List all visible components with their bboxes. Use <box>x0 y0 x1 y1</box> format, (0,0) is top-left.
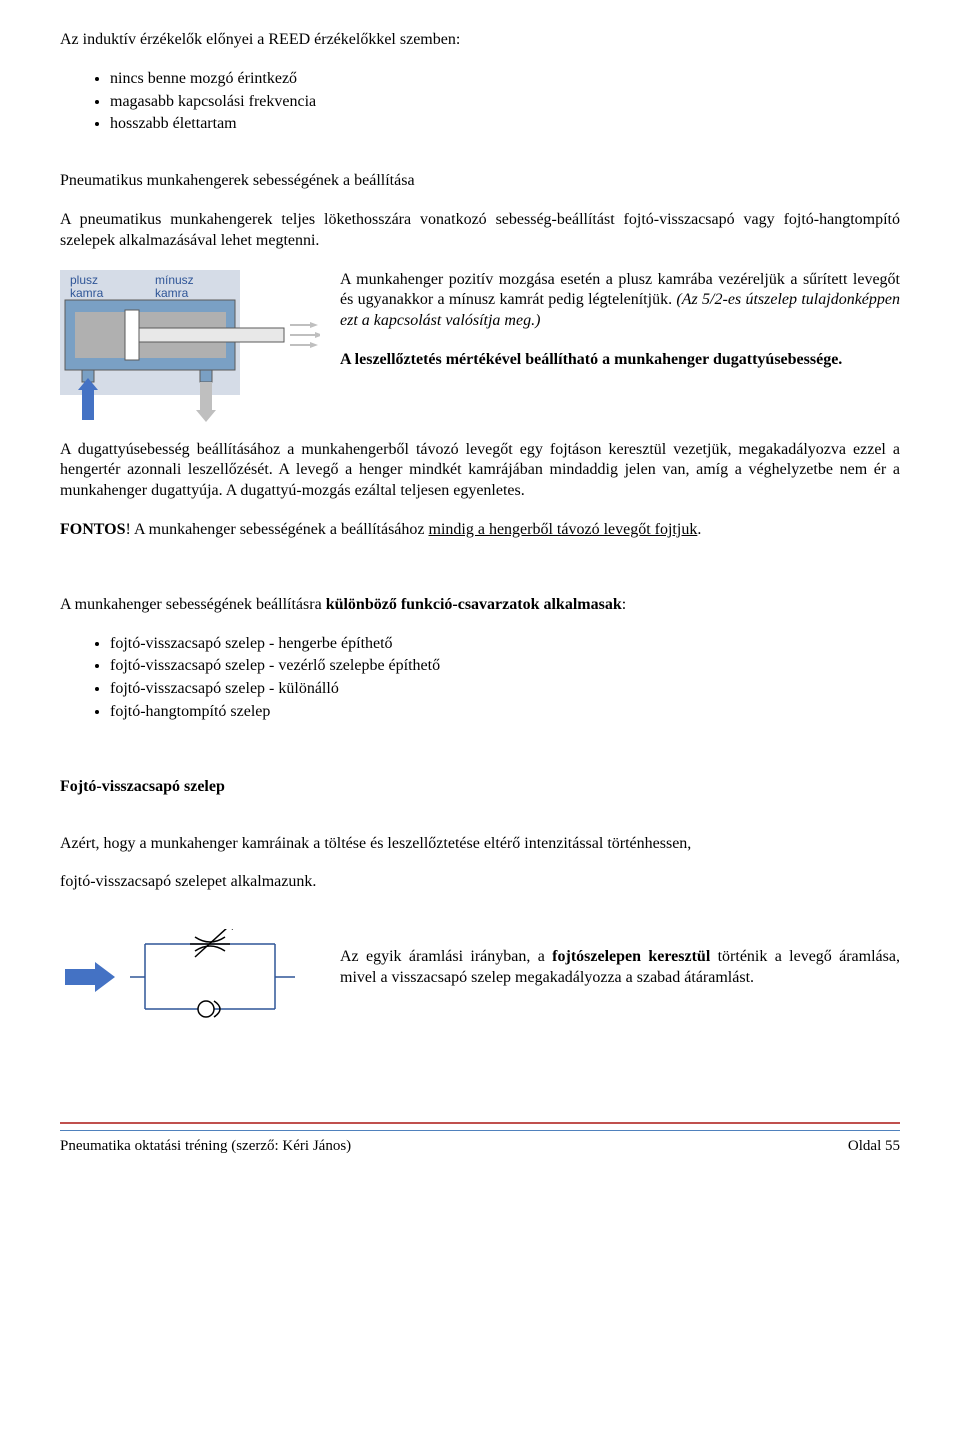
kamra-label-2: kamra <box>155 286 189 300</box>
valve-para1: Azért, hogy a munkahenger kamráinak a tö… <box>60 834 900 855</box>
section1-title: Pneumatikus munkahengerek sebességének a… <box>60 171 900 192</box>
para-intro-speed: A pneumatikus munkahengerek teljes löket… <box>60 210 900 252</box>
para-fontos: FONTOS! A munkahenger sebességének a beá… <box>60 520 900 541</box>
valve-para3: Az egyik áramlási irányban, a fojtószele… <box>340 947 900 989</box>
valve-diagram <box>60 929 320 1056</box>
page-footer: Pneumatika oktatási tréning (szerző: Kér… <box>60 1137 900 1157</box>
kamra-label: kamra <box>70 286 104 300</box>
valve-para3-b: fojtószelepen keresztül <box>552 948 710 965</box>
fontos-rest-b: mindig a hengerből távozó levegőt fojtju… <box>429 521 698 538</box>
para-funkcio: A munkahenger sebességének beállításra k… <box>60 595 900 616</box>
valve-para3-a: Az egyik áramlási irányban, a <box>340 948 552 965</box>
fontos-label: FONTOS <box>60 521 126 538</box>
list-item: fojtó-visszacsapó szelep - vezérlő szele… <box>110 656 900 677</box>
minusz-label: mínusz <box>155 273 194 287</box>
intro-sentence: Az induktív érzékelők előnyei a REED érz… <box>60 30 900 51</box>
cylinder-diagram: plusz kamra mínusz kamra <box>60 270 320 430</box>
footer-rule-red <box>60 1122 900 1124</box>
footer-rule-blue <box>60 1130 900 1131</box>
funkcio-c: : <box>622 596 626 613</box>
list-item: fojtó-visszacsapó szelep - hengerbe épít… <box>110 634 900 655</box>
fontos-rest-c: . <box>697 521 701 538</box>
footer-right: Oldal 55 <box>848 1137 900 1157</box>
list-item: magasabb kapcsolási frekvencia <box>110 92 900 113</box>
list-item: nincs benne mozgó érintkező <box>110 69 900 90</box>
footer-left: Pneumatika oktatási tréning (szerző: Kér… <box>60 1137 351 1157</box>
plusz-label: plusz <box>70 273 98 287</box>
funkcio-b: különböző funkció-csavarzatok alkalmasak <box>326 596 622 613</box>
para-motion: A munkahenger pozitív mozgása esetén a p… <box>340 270 900 332</box>
fontos-rest-a: ! A munkahenger sebességének a beállítás… <box>126 521 429 538</box>
valve-types-list: fojtó-visszacsapó szelep - hengerbe épít… <box>110 634 900 723</box>
para-bold-1: A leszellőztetés mértékével beállítható … <box>340 350 900 371</box>
list-item: fojtó-hangtompító szelep <box>110 702 900 723</box>
section2-title: Fojtó-visszacsapó szelep <box>60 777 900 798</box>
advantages-list: nincs benne mozgó érintkező magasabb kap… <box>110 69 900 135</box>
valve-para2: fojtó-visszacsapó szelepet alkalmazunk. <box>60 872 900 893</box>
list-item: hosszabb élettartam <box>110 114 900 135</box>
funkcio-a: A munkahenger sebességének beállításra <box>60 596 326 613</box>
list-item: fojtó-visszacsapó szelep - különálló <box>110 679 900 700</box>
para-speed: A dugattyúsebesség beállításához a munka… <box>60 440 900 502</box>
